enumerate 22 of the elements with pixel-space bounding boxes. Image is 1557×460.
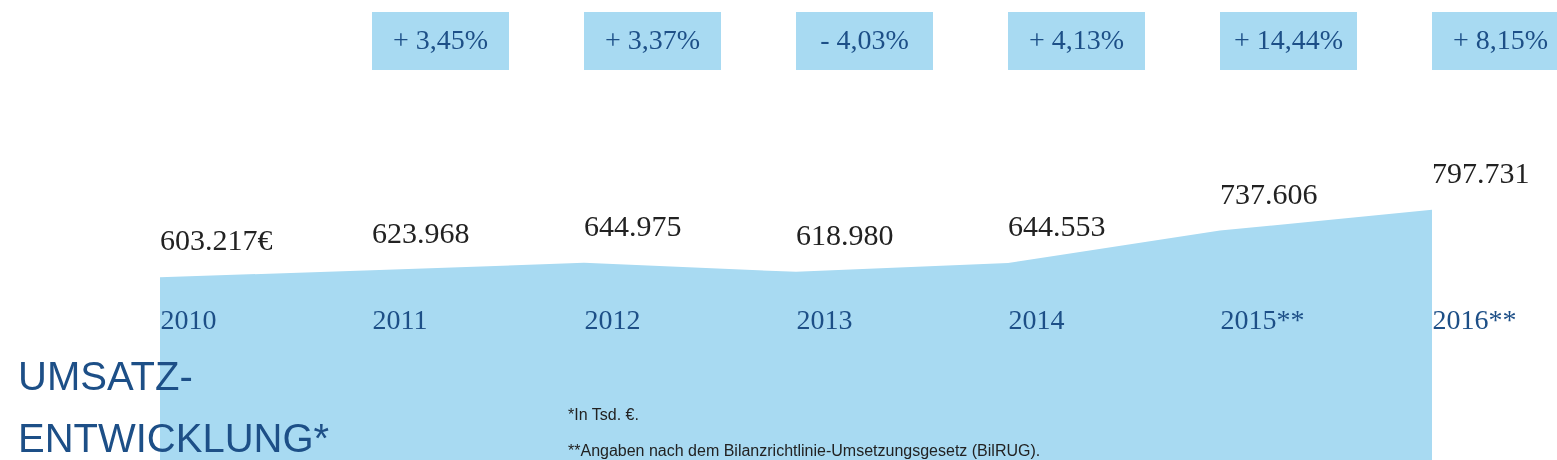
data-label: 737.606	[1220, 176, 1318, 210]
data-label: 618.980	[796, 217, 894, 251]
data-label: 603.217€	[160, 223, 273, 257]
annotation: *In Tsd. €.	[568, 406, 639, 423]
text: + 3,37%	[604, 24, 701, 55]
data-label: 644.975	[584, 208, 682, 242]
data-label: 623.968	[372, 216, 470, 250]
x-tick-label: 2012	[584, 303, 641, 335]
text: + 4,13%	[1028, 24, 1125, 55]
annotation: **Angaben nach dem Bilanzrichtlinie-Umsetzungsgesetz (BilRUG).	[568, 442, 1041, 459]
x-tick-label: 2013	[796, 303, 853, 335]
x-tick-label: 2016**	[1432, 303, 1517, 335]
data-label: 644.553	[1008, 208, 1106, 242]
x-tick-label: 2014	[1008, 303, 1065, 335]
text: - 4,03%	[820, 24, 909, 55]
text: + 8,15%	[1452, 24, 1549, 55]
data-label: 797.731	[1432, 155, 1530, 189]
text: + 3,45%	[392, 24, 489, 55]
x-tick-label: 2015**	[1220, 303, 1305, 335]
x-tick-label: 2010	[160, 303, 217, 335]
x-tick-label: 2011	[372, 303, 428, 335]
text: + 14,44%	[1233, 24, 1344, 55]
